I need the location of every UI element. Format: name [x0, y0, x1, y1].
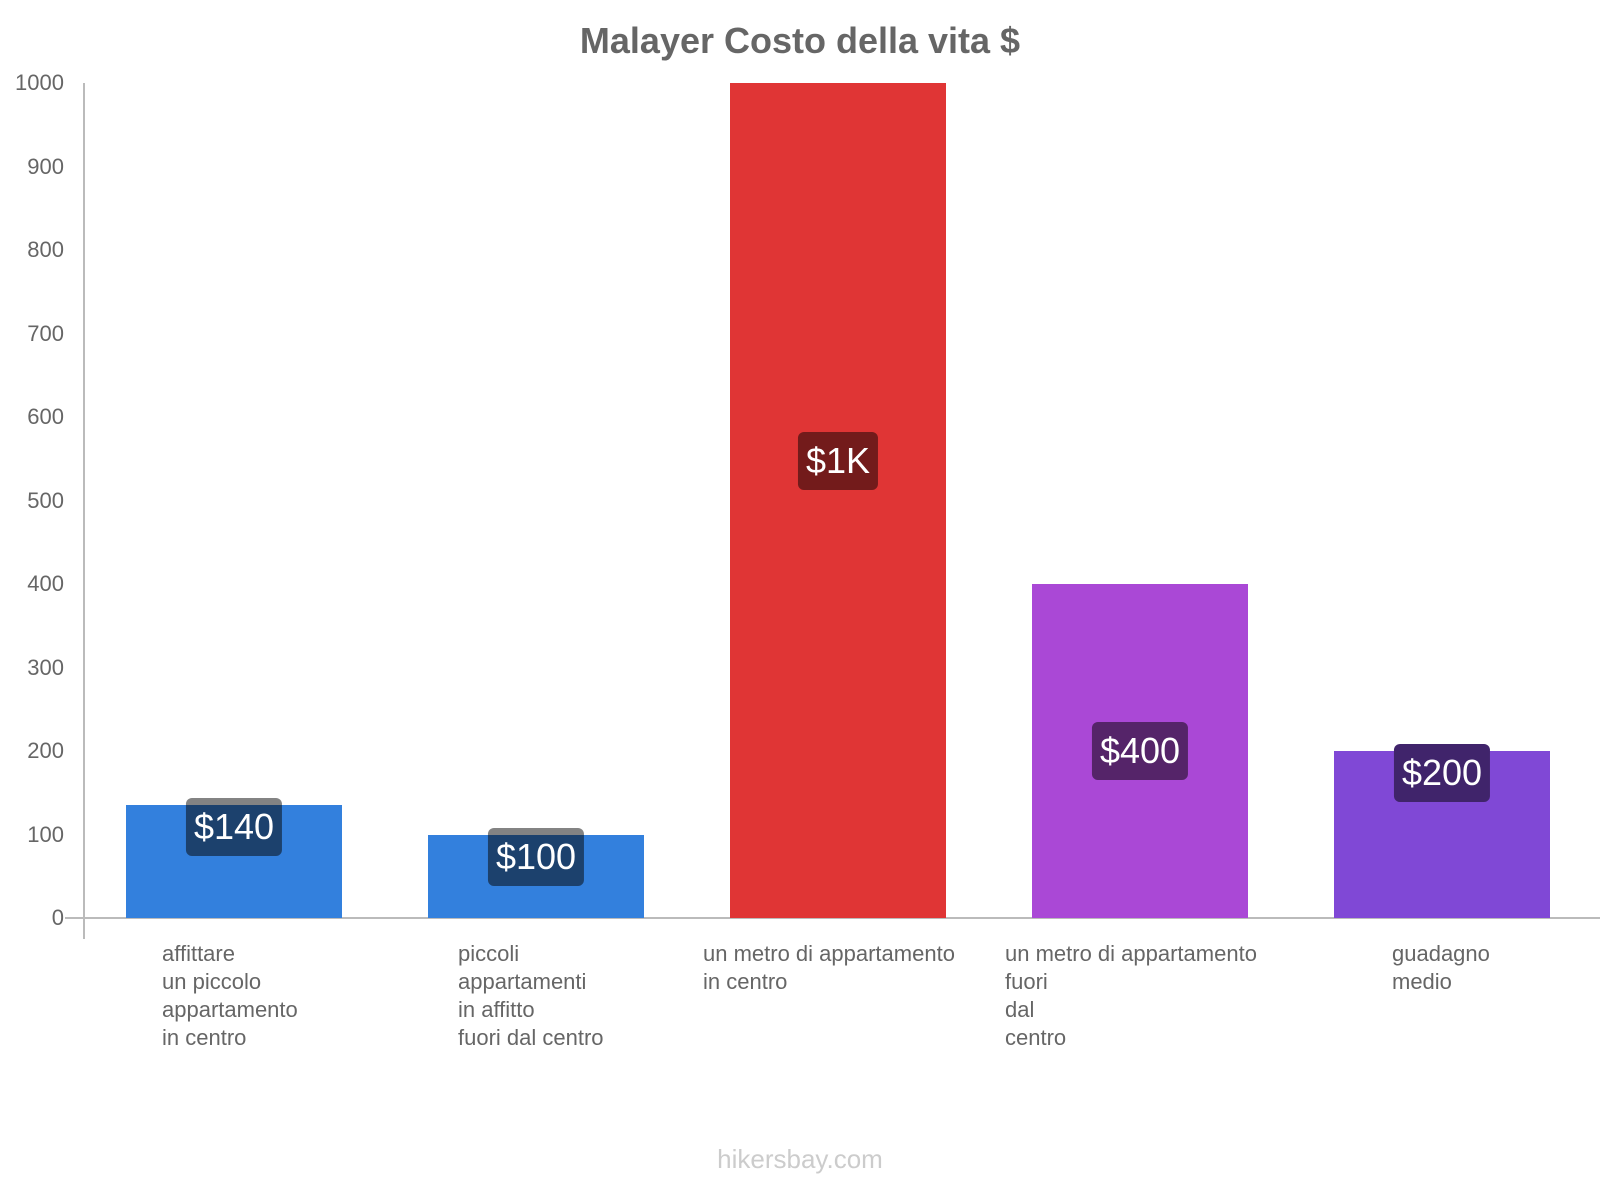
x-category-label-line: in centro: [703, 969, 788, 994]
x-category-label-line: fuori dal centro: [458, 1025, 604, 1050]
x-category-label-line: centro: [1005, 1025, 1067, 1050]
x-category-label-line: piccoli: [458, 941, 520, 966]
x-category-label-line: un metro di appartamento: [1005, 941, 1257, 966]
x-category-label: affittare un piccolo appartamento in centro: [162, 940, 298, 1052]
y-tick-label: 100: [27, 821, 64, 847]
y-tick-label: 500: [27, 487, 64, 513]
x-category-label-line: appartamento: [162, 997, 298, 1022]
x-axis-line: [65, 917, 1600, 919]
x-category-label: un metro di appartamento in centro: [703, 940, 955, 996]
y-tick-label: 400: [27, 571, 64, 596]
bar-value-label: $140: [185, 798, 283, 857]
x-category-label-line: in centro: [162, 1025, 247, 1050]
bar-value-label: $400: [1091, 722, 1189, 780]
x-category-label-line: un piccolo: [162, 969, 262, 994]
watermark: hikersbay.com: [717, 1144, 883, 1174]
x-category-label: un metro di appartamento fuori dal centro: [1005, 940, 1257, 1052]
y-tick-label: 600: [27, 404, 64, 429]
y-tick-label: 800: [27, 237, 64, 262]
bar[interactable]: [730, 83, 946, 918]
chart-title: Malayer Costo della vita $: [579, 20, 1021, 61]
y-tick-label: 700: [27, 320, 64, 346]
x-category-label-line: guadagno: [1392, 941, 1490, 966]
y-tick-label: 200: [27, 738, 64, 763]
y-tick-label: 300: [27, 654, 64, 680]
bar-value-label: $200: [1393, 744, 1491, 802]
bar-value-label: $1K: [797, 431, 879, 490]
x-category-label-line: dal: [1005, 997, 1035, 1022]
x-category-label-line: medio: [1392, 969, 1452, 994]
x-category-label: guadagno medio: [1392, 940, 1490, 996]
x-category-label-line: appartamenti: [458, 969, 587, 994]
y-axis-line: [83, 83, 85, 939]
x-category-label-line: fuori: [1005, 969, 1048, 994]
y-tick-label: 0: [51, 905, 64, 930]
bar-value-label: $100: [487, 827, 585, 886]
x-category-label-line: affittare: [162, 941, 235, 966]
x-category-label: piccoli appartamenti in affitto fuori dal c…: [458, 940, 604, 1052]
x-category-label-line: un metro di appartamento: [703, 941, 955, 966]
y-tick-label: 900: [27, 153, 64, 179]
y-tick-label: 1000: [15, 70, 64, 95]
x-category-label-line: in affitto: [458, 997, 535, 1022]
